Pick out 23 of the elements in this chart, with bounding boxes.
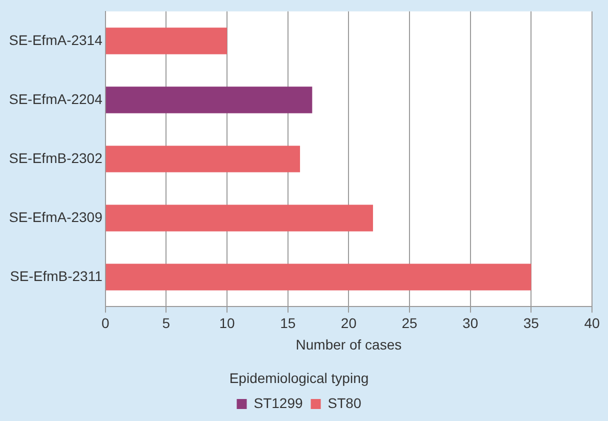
x-tick-label: 20 bbox=[340, 314, 357, 331]
x-tick-label: 5 bbox=[162, 314, 170, 331]
bar bbox=[106, 28, 228, 54]
y-tick-label: SE-EfmB-2302 bbox=[8, 150, 103, 166]
bar bbox=[106, 146, 300, 172]
bar bbox=[106, 264, 532, 290]
x-axis-title: Number of cases bbox=[296, 336, 402, 353]
x-tick-label: 25 bbox=[402, 314, 418, 331]
legend-title: Epidemiological typing bbox=[229, 370, 369, 386]
bar bbox=[106, 86, 312, 114]
y-tick-label: SE-EfmA-2204 bbox=[8, 90, 103, 107]
x-tick-label: 0 bbox=[101, 314, 110, 331]
x-tick-label: 40 bbox=[584, 314, 600, 331]
x-tick-label: 35 bbox=[523, 314, 540, 331]
y-tick-label: SE-EfmB-2311 bbox=[10, 268, 103, 284]
y-tick-label: SE-EfmA-2314 bbox=[8, 32, 103, 48]
y-tick-label: SE-EfmA-2309 bbox=[8, 208, 103, 225]
x-tick-label: 30 bbox=[462, 314, 478, 331]
legend-label: ST1299 bbox=[254, 394, 303, 411]
x-tick-label: 15 bbox=[280, 314, 296, 331]
x-tick-label: 10 bbox=[219, 314, 236, 331]
legend-label: ST80 bbox=[328, 394, 362, 411]
bar bbox=[106, 204, 374, 232]
